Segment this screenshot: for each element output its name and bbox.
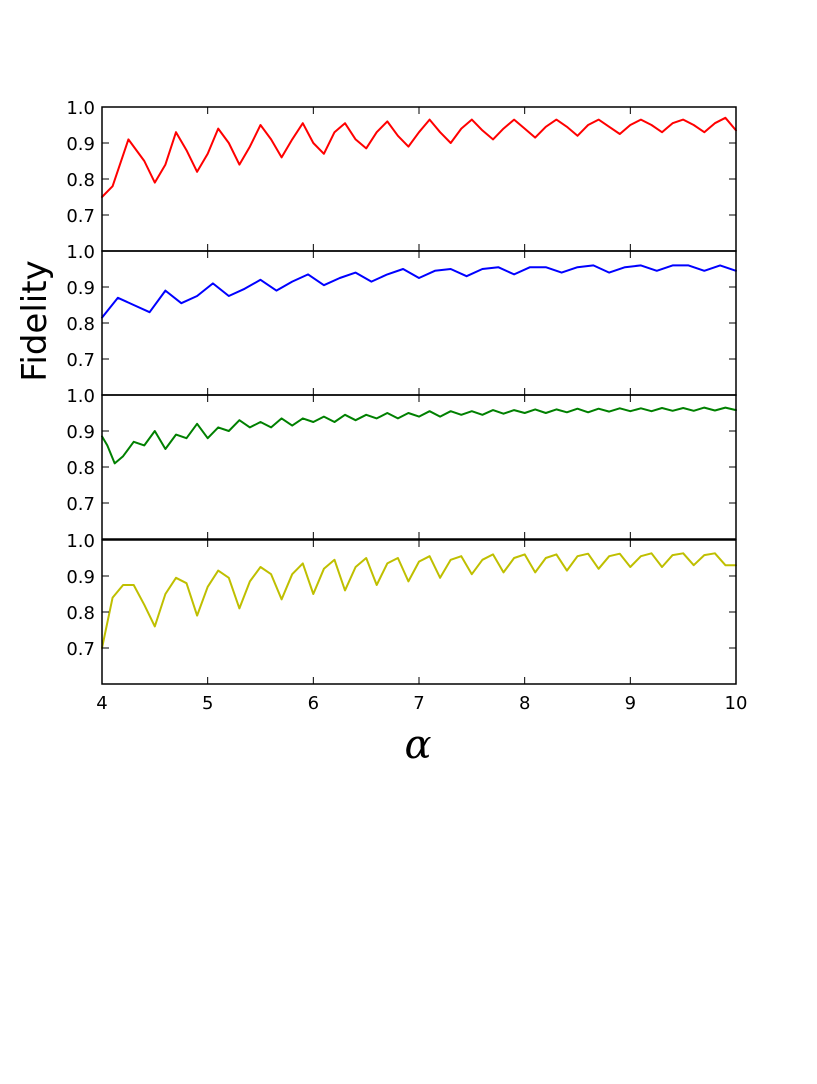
y-tick-label: 0.8	[66, 603, 95, 624]
y-tick-label: 0.7	[66, 350, 95, 371]
x-axis-ticks: 4 5 6 7 8 9 10	[96, 693, 747, 714]
subplot-4: 0.7 0.8 0.9 1.0	[66, 531, 737, 685]
y-tick-label: 0.7	[66, 639, 95, 660]
series-line-3-1	[101, 406, 737, 465]
y-axis-label: Fidelity	[15, 260, 55, 381]
series-line-2-1	[101, 264, 737, 319]
subplots: 0.70.80.91.00.70.80.91.00.70.80.91.00.70…	[66, 98, 737, 685]
x-tick-label: 7	[413, 693, 424, 714]
series-line-1-1	[101, 116, 737, 198]
y-tick-label: 0.9	[66, 134, 95, 155]
subplot-frame	[101, 250, 737, 396]
y-tick-label: 0.8	[66, 314, 95, 335]
x-tick-label: 4	[96, 693, 107, 714]
y-tick-label: 0.9	[66, 422, 95, 443]
y-tick-label: 0.9	[66, 567, 95, 588]
y-tick-label: 0.7	[66, 494, 95, 515]
x-tick-label: 10	[725, 693, 748, 714]
y-tick-label: 0.8	[66, 170, 95, 191]
subplot-1: 0.7 0.8 0.9 1.0	[66, 98, 737, 252]
subplot-frame	[101, 106, 737, 252]
series-line-4-1	[101, 552, 737, 649]
subplot-2: 0.7 0.8 0.9 1.0	[66, 242, 737, 396]
y-tick-label: 1.0	[66, 531, 95, 552]
x-tick-label: 5	[202, 693, 213, 714]
x-tick-label: 8	[519, 693, 530, 714]
subplot-3: 0.7 0.8 0.9 1.0	[66, 386, 737, 540]
y-tick-label: 1.0	[66, 386, 95, 407]
y-tick-label: 1.0	[66, 242, 95, 263]
y-tick-label: 0.7	[66, 206, 95, 227]
y-tick-label: 0.8	[66, 458, 95, 479]
y-tick-label: 1.0	[66, 98, 95, 119]
y-tick-label: 0.9	[66, 278, 95, 299]
x-tick-label: 6	[308, 693, 319, 714]
x-tick-label: 9	[625, 693, 636, 714]
x-axis-label: α	[404, 722, 431, 768]
